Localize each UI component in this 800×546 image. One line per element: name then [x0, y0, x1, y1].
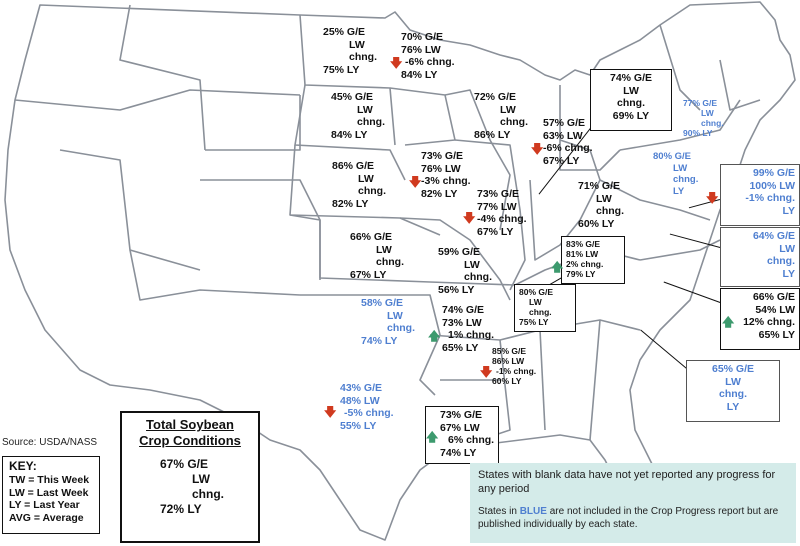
- state-label-sd: 45% G/E LW chng. 84% LY: [331, 91, 385, 141]
- key-item: AVG = Average: [9, 511, 84, 524]
- arrow-up-icon: 🡅: [722, 315, 735, 329]
- state-label-ok: 58% G/E LW chng. 74% LY: [361, 297, 415, 347]
- state-label-tn: 80% G/E LW chng. 75% LY: [514, 284, 576, 332]
- arrow-down-icon: 🡇: [390, 56, 403, 70]
- key-item: TW = This Week: [9, 474, 90, 486]
- state-label-pa: 80% G/E LW chng. LY: [653, 151, 699, 197]
- notes-blank-data: States with blank data have not yet repo…: [478, 469, 776, 495]
- state-label-mi: 57% G/E 63% LW -6% chng. 67% LY: [543, 117, 593, 167]
- state-label-mo: 59% G/E LW chng. 56% LY: [438, 246, 492, 296]
- arrow-down-icon: 🡇: [531, 142, 544, 156]
- total-title: Total Soybean Crop Conditions: [139, 417, 241, 448]
- arrow-down-icon: 🡇: [480, 365, 493, 379]
- arrow-up-icon: 🡅: [426, 430, 439, 444]
- key-title: KEY:: [9, 459, 37, 473]
- key-item: LY = Last Year: [9, 499, 80, 511]
- state-label-nc: 66% G/E 54% LW 12% chng. 65% LY: [720, 288, 800, 350]
- state-label-ar: 74% G/E 73% LW 1% chng. 65% LY: [442, 304, 495, 354]
- state-label-sc: 65% G/E LW chng. LY: [686, 360, 780, 422]
- state-label-nd: 25% G/E LW chng. 75% LY: [323, 26, 377, 76]
- arrow-down-icon: 🡇: [706, 191, 719, 205]
- state-label-mn: 70% G/E 76% LW -6% chng. 84% LY: [401, 31, 455, 81]
- arrow-down-icon: 🡇: [324, 405, 337, 419]
- legend-key: KEY: TW = This Week LW = Last Week LY = …: [2, 456, 100, 534]
- total-values: 67% G/E LW chng. 72% LY: [160, 457, 224, 516]
- state-label-il: 73% G/E 77% LW -4% chng. 67% LY: [477, 188, 527, 238]
- state-label-wi: 72% G/E LW chng. 86% LY: [474, 91, 528, 141]
- notes-panel: States with blank data have not yet repo…: [470, 463, 796, 543]
- map-outline: [4, 1, 796, 541]
- arrow-down-icon: 🡇: [409, 175, 422, 189]
- state-label-la: 73% G/E 67% LW 6% chng. 74% LY: [425, 406, 499, 464]
- state-label-ks: 66% G/E LW chng. 67% LY: [350, 231, 404, 281]
- arrow-up-icon: 🡅: [428, 329, 441, 343]
- state-label-md: 99% G/E 100% LW -1% chng. LY: [720, 164, 800, 226]
- total-crop-conditions: Total Soybean Crop Conditions 67% G/E LW…: [120, 411, 260, 543]
- state-label-ms: 85% G/E 86% LW -1% chng. 60% LY: [492, 346, 537, 386]
- arrow-down-icon: 🡇: [463, 211, 476, 225]
- state-label-ia: 73% G/E 76% LW -3% chng. 82% LY: [421, 150, 471, 200]
- state-label-ny: 77% G/E LW chng. 90% LY: [683, 98, 724, 138]
- key-item: LW = Last Week: [9, 486, 89, 499]
- source-label: Source: USDA/NASS: [2, 437, 98, 448]
- state-label-oh: 71% G/E LW chng. 60% LY: [578, 180, 624, 230]
- state-label-tx: 43% G/E 48% LW -5% chng. 55% LY: [340, 382, 394, 432]
- state-label-in: 74% G/E LW chng. 69% LY: [590, 69, 672, 131]
- notes-blue-states: States in BLUE are not included in the C…: [478, 506, 779, 530]
- state-label-va: 64% G/E LW chng. LY: [720, 227, 800, 287]
- state-label-ky: 83% G/E 81% LW 2% chng. 79% LY: [561, 236, 625, 284]
- state-label-ne: 86% G/E LW chng. 82% LY: [332, 160, 386, 210]
- arrow-up-icon: 🡅: [551, 260, 564, 274]
